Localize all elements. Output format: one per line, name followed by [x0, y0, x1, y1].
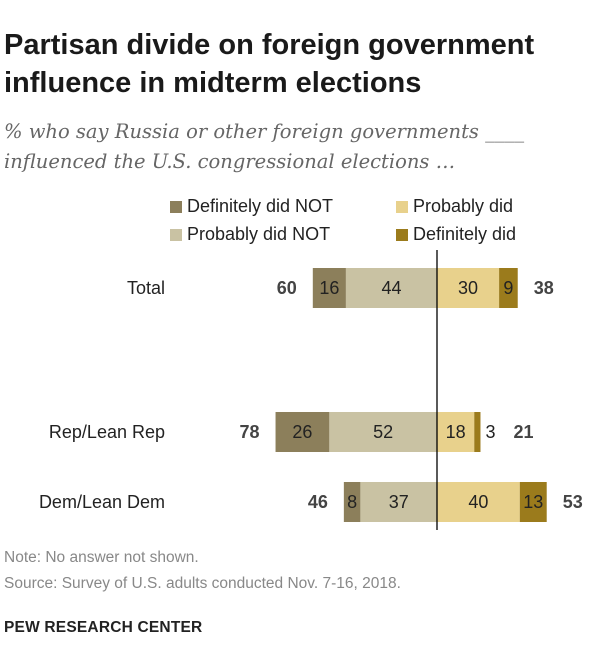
value-label-probably-did-rep-lean-rep: 18 [446, 422, 466, 442]
bar-definitely-did-dem-lean-dem [519, 482, 547, 522]
value-label-definitely-did-not-rep-lean-rep: 26 [292, 422, 312, 442]
value-label-definitely-did-rep-lean-rep: 3 [485, 422, 495, 442]
net-total-did-not-dem-lean-dem: 46 [308, 492, 328, 512]
subtitle-line-1: % who say Russia or other foreign govern… [4, 120, 525, 143]
legend-swatch-probably-did [396, 200, 408, 213]
title-line-2: influence in midterm elections [4, 67, 422, 99]
value-label-definitely-did-total: 9 [503, 278, 513, 298]
legend-label-definitely-did: Definitely did [413, 224, 517, 244]
legend-item-definitely-did: Definitely did [396, 224, 516, 245]
category-label-dem-lean-dem: Dem/Lean Dem [39, 492, 165, 512]
net-total-did-rep-lean-rep: 21 [513, 422, 533, 442]
value-label-probably-did-not-rep-lean-rep: 52 [373, 422, 393, 442]
bar-probably-did-not-total [345, 268, 437, 308]
bar-probably-did-dem-lean-dem [437, 482, 520, 522]
source-note: Source: Survey of U.S. adults conducted … [4, 575, 401, 592]
organization-name: PEW RESEARCH CENTER [4, 619, 203, 636]
bar-definitely-did-not-rep-lean-rep [275, 412, 330, 452]
chart-subtitle: % who say Russia or other foreign govern… [4, 117, 604, 177]
value-label-definitely-did-not-total: 16 [319, 278, 339, 298]
bar-probably-did-rep-lean-rep [437, 412, 475, 452]
net-total-did-total: 38 [534, 278, 554, 298]
value-label-probably-did-not-total: 44 [381, 278, 401, 298]
value-label-probably-did-dem-lean-dem: 40 [468, 492, 488, 512]
bar-probably-did-not-rep-lean-rep [329, 412, 437, 452]
chart-title: Partisan divide on foreign government in… [4, 26, 604, 102]
bar-definitely-did-rep-lean-rep [474, 412, 481, 452]
bar-definitely-did-total [499, 268, 518, 308]
category-label-total: Total [127, 278, 165, 298]
chart-legend: Definitely did NOT Probably did Probably… [170, 196, 610, 252]
legend-label-probably-did-not: Probably did NOT [187, 224, 331, 244]
legend-swatch-probably-did-not [170, 228, 182, 241]
bar-definitely-did-not-dem-lean-dem [343, 482, 361, 522]
bar-probably-did-total [437, 268, 500, 308]
legend-swatch-definitely-did [396, 228, 408, 241]
value-label-probably-did-total: 30 [458, 278, 478, 298]
bar-definitely-did-not-total [312, 268, 346, 308]
legend-label-probably-did: Probably did [413, 196, 514, 216]
value-label-probably-did-not-dem-lean-dem: 37 [389, 492, 409, 512]
legend-item-definitely-did-not: Definitely did NOT [170, 196, 333, 217]
category-label-rep-lean-rep: Rep/Lean Rep [49, 422, 165, 442]
bar-probably-did-not-dem-lean-dem [360, 482, 437, 522]
legend-label-definitely-did-not: Definitely did NOT [187, 196, 334, 216]
net-total-did-dem-lean-dem: 53 [563, 492, 583, 512]
value-label-definitely-did-not-dem-lean-dem: 8 [347, 492, 357, 512]
legend-item-probably-did: Probably did [396, 196, 513, 217]
value-label-definitely-did-dem-lean-dem: 13 [523, 492, 543, 512]
net-total-did-not-rep-lean-rep: 78 [240, 422, 260, 442]
net-total-did-not-total: 60 [277, 278, 297, 298]
title-line-1: Partisan divide on foreign government [4, 29, 535, 61]
subtitle-line-2: influenced the U.S. congressional electi… [4, 150, 456, 173]
footnote: Note: No answer not shown. [4, 549, 199, 566]
legend-swatch-definitely-did-not [170, 200, 182, 213]
legend-item-probably-did-not: Probably did NOT [170, 224, 330, 245]
